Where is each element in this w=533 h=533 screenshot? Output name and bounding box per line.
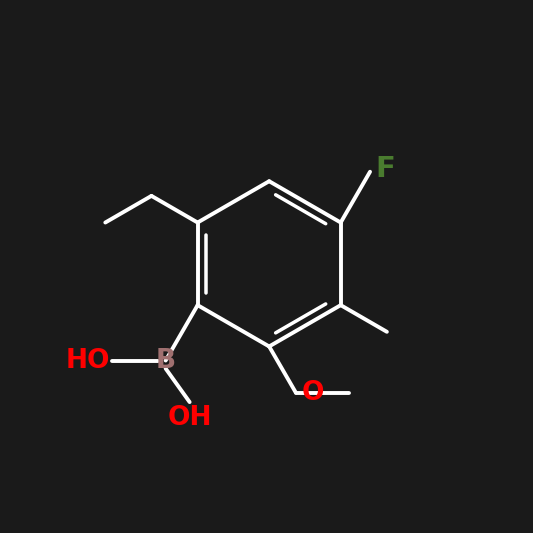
Text: OH: OH	[167, 405, 212, 431]
Text: O: O	[301, 379, 324, 406]
Text: B: B	[156, 348, 176, 374]
Text: F: F	[375, 155, 395, 183]
Text: HO: HO	[65, 348, 110, 374]
